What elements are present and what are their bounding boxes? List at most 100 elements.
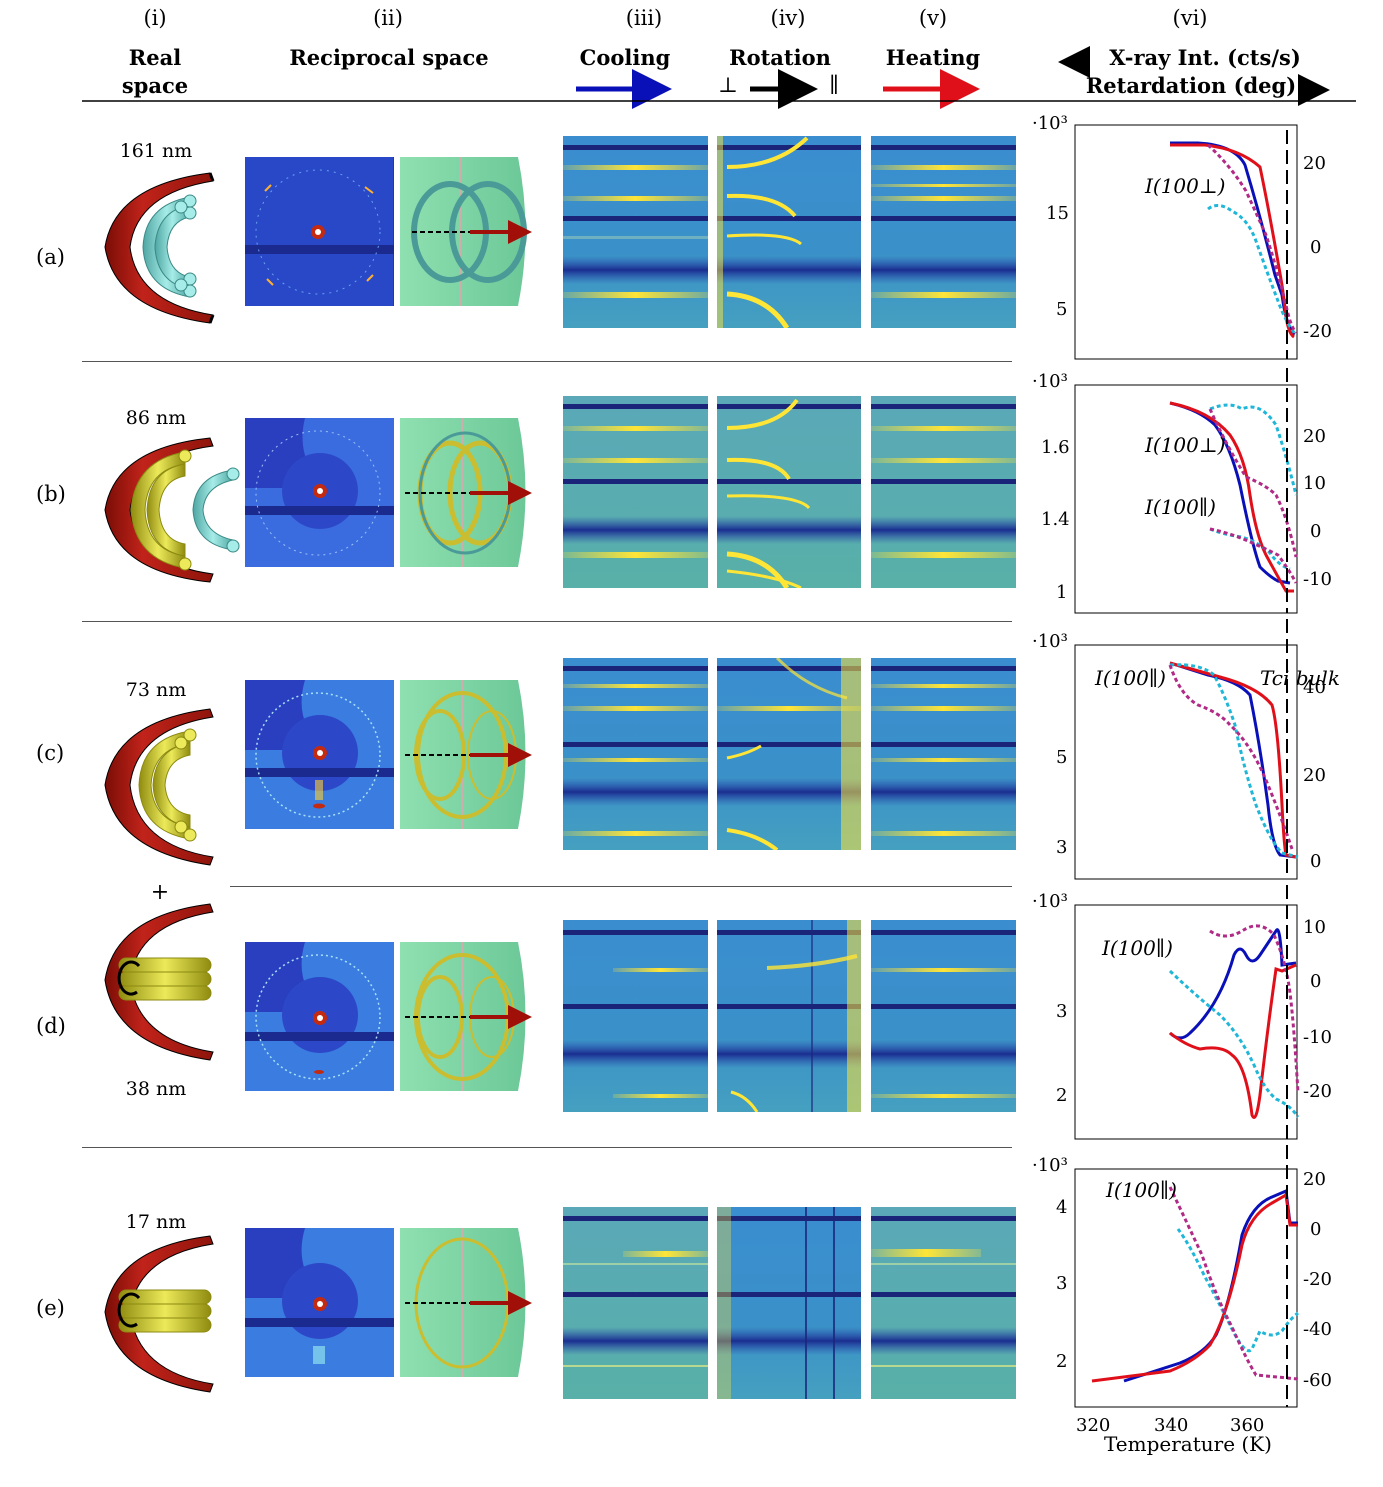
- detector-image-b: [245, 418, 394, 567]
- chart-b-ytick: 1: [1056, 582, 1067, 603]
- rotation-map-a: [717, 136, 861, 328]
- cooling-map-d: [563, 920, 708, 1112]
- cooling-map-a: [563, 136, 708, 328]
- chart-a-rtick: 20: [1303, 153, 1326, 174]
- chart-d-rtick: 10: [1303, 917, 1326, 938]
- xtick: 360: [1230, 1415, 1264, 1436]
- chart-e-rtick: 20: [1303, 1169, 1326, 1190]
- chart-a-rtick: -20: [1303, 321, 1332, 342]
- chart-b-rtick: -10: [1303, 569, 1332, 590]
- reciprocal-illustration-e: [400, 1228, 532, 1377]
- col-i-number: (i): [143, 6, 167, 30]
- heating-map-e: [871, 1207, 1016, 1399]
- reciprocal-illustration-c: [400, 680, 532, 829]
- chart-d-ytick: 3: [1056, 1001, 1067, 1022]
- row-separator: [82, 621, 1012, 622]
- chart-c-rtick: 0: [1310, 851, 1321, 872]
- chart-c: ·10³ 5 3 40 20 0 I(100∥) Tci bulk: [1032, 619, 1340, 880]
- xtick: 320: [1076, 1415, 1110, 1436]
- col-i-title-2: space: [121, 73, 189, 98]
- col-vi-title: X-ray Int. (cts/s): [1109, 45, 1301, 70]
- chart-d-rtick: -20: [1303, 1081, 1332, 1102]
- detector-image-c: [245, 680, 394, 829]
- chart-c-rtick: 40: [1303, 677, 1326, 698]
- chart-c-ytick: 3: [1056, 837, 1067, 858]
- chart-a-rtick: 0: [1310, 237, 1321, 258]
- detector-image-d: [245, 942, 394, 1091]
- chart-e-rtick: 0: [1310, 1219, 1321, 1240]
- chart-a-ytick: 5: [1056, 299, 1067, 320]
- col-i-title: Real: [128, 45, 182, 70]
- rotation-map-b: [717, 396, 861, 588]
- temperature-charts: ·10³ 15 5 20 0 -20 I(100⊥) ·10³ 1.6 1.4 …: [1032, 113, 1340, 1456]
- col-vi-number: (vi): [1172, 6, 1208, 30]
- chart-e-scale: ·10³: [1032, 1155, 1068, 1176]
- parallel-symbol: ∥: [829, 73, 839, 97]
- header-arrows: [82, 46, 1356, 109]
- chart-e-rtick: -60: [1303, 1370, 1332, 1391]
- chart-b-scale: ·10³: [1032, 371, 1068, 392]
- pore-size-a: 161 nm: [119, 140, 193, 162]
- chart-c-rtick: 20: [1303, 765, 1326, 786]
- reciprocal-illustration-b: [400, 418, 532, 567]
- rotation-map-e: [717, 1207, 861, 1399]
- rotation-map-d: [717, 920, 861, 1112]
- pore-size-d: 38 nm: [125, 1078, 187, 1100]
- col-iii-title: Cooling: [579, 45, 671, 70]
- chart-b-annotation: I(100∥): [1144, 495, 1216, 519]
- membrane-illustration-d: [104, 903, 214, 1061]
- col-iv-number: (iv): [770, 6, 806, 30]
- plus-sign: +: [150, 880, 170, 905]
- yellow-column-bundle: [138, 728, 197, 842]
- chart-b-rtick: 10: [1303, 473, 1326, 494]
- row-label-d: (d): [36, 1014, 66, 1038]
- chart-d-scale: ·10³: [1032, 891, 1068, 912]
- chart-a-annotation: I(100⊥): [1144, 174, 1226, 198]
- row-label-e: (e): [36, 1296, 65, 1320]
- pore-size-e: 17 nm: [125, 1211, 187, 1233]
- heating-map-d: [871, 920, 1016, 1112]
- heating-map-c: [871, 658, 1016, 850]
- chart-a-ytick: 15: [1046, 203, 1069, 224]
- chart-e-ytick: 2: [1056, 1351, 1067, 1372]
- membrane-illustration-a: [104, 172, 215, 324]
- x-axis-label: Temperature (K): [1104, 1432, 1272, 1456]
- row-label-c: (c): [36, 741, 65, 765]
- reciprocal-illustration-d: [400, 942, 532, 1091]
- chart-b-ytick: 1.4: [1041, 509, 1070, 530]
- rotation-map-c: [717, 658, 861, 850]
- row-separator: [230, 886, 1012, 887]
- row-label-b: (b): [36, 482, 66, 506]
- col-iii-number: (iii): [625, 6, 663, 30]
- xtick: 340: [1154, 1415, 1188, 1436]
- chart-b-rtick: 20: [1303, 426, 1326, 447]
- chart-d: ·10³ 3 2 10 0 -10 -20 I(100∥): [1032, 885, 1332, 1140]
- membrane-illustration-e: [104, 1235, 214, 1393]
- heating-map-a: [871, 136, 1016, 328]
- pore-size-c: 73 nm: [125, 679, 187, 701]
- chart-d-annotation: I(100∥): [1101, 936, 1173, 960]
- col-ii-number: (ii): [373, 6, 403, 30]
- col-v-number: (v): [918, 6, 948, 30]
- cooling-map-c: [563, 658, 708, 850]
- membrane-illustration-c: [104, 708, 214, 866]
- chart-d-ytick: 2: [1056, 1085, 1067, 1106]
- rotation-arrow-icon: [117, 1292, 141, 1328]
- chart-b-rtick: 0: [1310, 521, 1321, 542]
- chart-c-scale: ·10³: [1032, 631, 1068, 652]
- chart-b: ·10³ 1.6 1.4 1 20 10 0 -10 I(100⊥) I(100…: [1032, 368, 1332, 614]
- perpendicular-symbol: ⊥: [718, 73, 738, 97]
- col-vi-title-2: Retardation (deg): [1085, 73, 1297, 98]
- chart-c-annotation: Tci bulk: [1260, 666, 1340, 690]
- cyan-column-bundle: [142, 194, 197, 298]
- chart-e: ·10³ 4 3 2 20 0 -20 -40 -60 I(100∥) 320 …: [1032, 1145, 1332, 1456]
- chart-e-annotation: I(100∥): [1105, 1178, 1177, 1202]
- chart-b-annotation: I(100⊥): [1144, 433, 1226, 457]
- rotation-arrow-icon: [117, 960, 141, 996]
- yellow-axial-columns: [118, 1289, 212, 1333]
- chart-e-rtick: -40: [1303, 1319, 1332, 1340]
- yellow-column-bundle: [130, 449, 192, 571]
- row-label-a: (a): [36, 245, 65, 269]
- row-separator: [82, 361, 1012, 362]
- chart-c-ytick: 5: [1056, 747, 1067, 768]
